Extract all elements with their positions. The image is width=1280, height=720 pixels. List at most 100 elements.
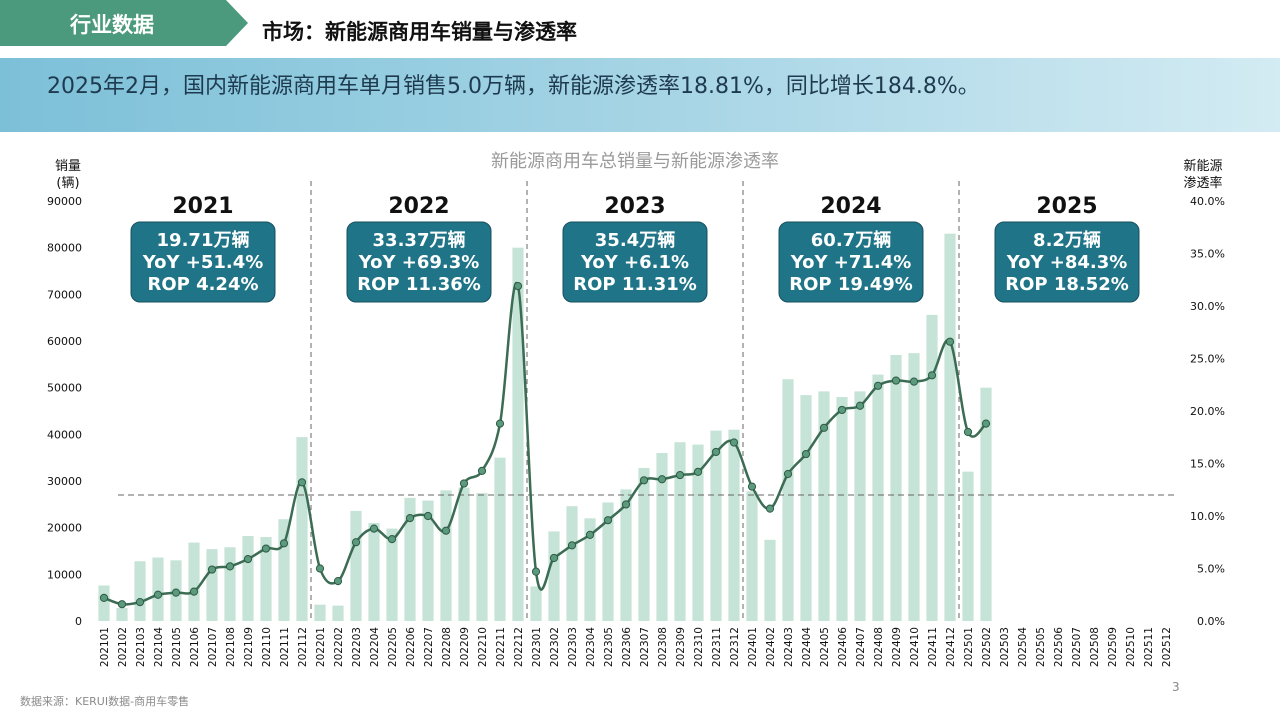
point-202107 <box>207 565 217 574</box>
bar-202406 <box>836 397 848 621</box>
bar-202407 <box>854 391 866 621</box>
x-tick-label: 202509 <box>1107 627 1119 667</box>
point-202109 <box>243 554 253 564</box>
point-202408 <box>873 381 883 390</box>
left-axis-label-line2: (辆) <box>56 176 80 191</box>
year-summary-line: ROP 11.36% <box>357 274 481 295</box>
point-202302 <box>549 553 559 563</box>
bar-202403 <box>782 379 794 621</box>
x-tick-label: 202303 <box>567 627 579 667</box>
x-tick-label: 202307 <box>639 627 651 667</box>
bar-202208 <box>440 490 452 621</box>
bar-202311 <box>710 430 722 621</box>
point-202108 <box>225 562 235 571</box>
point-202312 <box>729 438 739 447</box>
right-axis-label-line2: 渗透率 <box>1183 176 1223 191</box>
point-202209 <box>459 479 469 488</box>
year-summary-line: 8.2万辆 <box>1033 229 1101 251</box>
year-summary-box-2022 <box>346 221 492 303</box>
section-tag-label: 行业数据 <box>70 13 154 37</box>
bar-202109 <box>242 536 254 621</box>
point-202501 <box>963 427 973 437</box>
x-tick-label: 202209 <box>459 627 471 667</box>
x-tick-label: 202408 <box>873 627 885 667</box>
point-202206 <box>405 514 415 523</box>
point-202403 <box>783 469 793 479</box>
x-tick-label: 202106 <box>189 627 201 667</box>
year-summary-line: YoY +71.4% <box>790 252 912 273</box>
point-202211 <box>495 419 505 428</box>
x-tick-label: 202110 <box>261 627 273 667</box>
left-tick-label: 60000 <box>47 335 82 348</box>
year-summary-line: ROP 19.49% <box>789 274 913 295</box>
year-heading-2025: 2025 <box>1036 194 1097 219</box>
left-tick-label: 0 <box>75 615 82 628</box>
point-202210 <box>477 466 487 475</box>
chart-title: 新能源商用车总销量与新能源渗透率 <box>491 151 779 172</box>
point-202303 <box>567 541 577 550</box>
x-tick-label: 202203 <box>351 627 363 667</box>
x-tick-label: 202402 <box>765 627 777 667</box>
x-tick-label: 202404 <box>801 627 813 667</box>
bar-202210 <box>476 493 488 621</box>
bar-202106 <box>188 542 200 621</box>
summary-banner: 2025年2月，国内新能源商用车单月销售5.0万辆，新能源渗透率18.81%，同… <box>0 58 1280 132</box>
point-202111 <box>279 539 289 548</box>
axis-ticks: 0 10000 20000 30000 40000 50000 60000 70000 8000… <box>47 195 1225 628</box>
point-202101 <box>99 593 109 603</box>
bar-202202 <box>332 605 344 621</box>
point-202207 <box>423 511 433 521</box>
point-202105 <box>171 588 181 597</box>
left-axis-label: 销量 (辆) <box>47 158 89 192</box>
right-tick-label: 30.0% <box>1190 300 1225 313</box>
bar-202306 <box>620 489 632 621</box>
x-tick-label: 202403 <box>783 627 795 667</box>
point-202204 <box>369 524 379 533</box>
point-202410 <box>909 377 919 386</box>
x-tick-label: 202507 <box>1071 627 1083 667</box>
bar-202309 <box>674 442 686 621</box>
x-tick-label: 202306 <box>621 627 633 667</box>
left-tick-label: 30000 <box>47 475 82 488</box>
x-tick-label: 202411 <box>927 627 939 667</box>
point-202103 <box>135 598 145 607</box>
year-summary-box-2025 <box>994 221 1140 303</box>
left-tick-label: 90000 <box>47 195 82 208</box>
section-tag: 行业数据 <box>0 0 248 46</box>
bar-202308 <box>656 453 668 621</box>
point-202402 <box>765 504 775 513</box>
bar-202302 <box>548 531 560 621</box>
x-tick-label: 202109 <box>243 627 255 667</box>
bar-202206 <box>404 497 416 621</box>
bar-202502 <box>980 387 992 621</box>
bar-202101 <box>98 585 110 621</box>
x-tick-label: 202401 <box>747 627 759 667</box>
bar-202205 <box>386 528 398 621</box>
bar-202211 <box>494 457 506 621</box>
point-202110 <box>261 544 271 553</box>
year-summary-line: 33.37万辆 <box>373 229 466 251</box>
right-tick-label: 0.0% <box>1197 615 1225 628</box>
x-tick-label: 202409 <box>891 627 903 667</box>
summary-text: 2025年2月，国内新能源商用车单月销售5.0万辆，新能源渗透率18.81%，同… <box>47 74 980 99</box>
left-tick-label: 10000 <box>47 568 82 581</box>
x-tick-label: 202505 <box>1035 627 1047 667</box>
x-tick-label: 202208 <box>441 627 453 667</box>
penetration-line <box>103 281 987 606</box>
x-tick-label: 202104 <box>153 627 165 667</box>
point-202309 <box>675 470 685 480</box>
bar-202312 <box>728 429 740 621</box>
bar-202305 <box>602 502 614 621</box>
year-summary-line: 60.7万辆 <box>811 229 891 251</box>
x-tick-label: 202102 <box>117 627 129 667</box>
point-202310 <box>693 467 703 476</box>
year-heading-2022: 2022 <box>388 194 449 219</box>
x-tick-label: 202406 <box>837 627 849 667</box>
line-series <box>99 281 991 609</box>
year-summary-line: YoY +51.4% <box>142 252 264 273</box>
x-tick-label: 202212 <box>513 627 525 667</box>
point-202308 <box>657 475 667 484</box>
x-tick-label: 202310 <box>693 627 705 667</box>
